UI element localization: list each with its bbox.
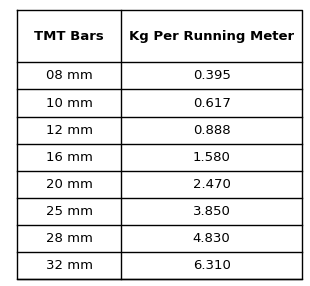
- Text: 0.395: 0.395: [193, 69, 231, 82]
- Text: 4.830: 4.830: [193, 232, 231, 245]
- Text: 08 mm: 08 mm: [46, 69, 92, 82]
- Text: 1.580: 1.580: [193, 151, 231, 164]
- Text: 3.850: 3.850: [193, 205, 231, 218]
- Text: 10 mm: 10 mm: [46, 96, 93, 110]
- Text: 2.470: 2.470: [193, 178, 231, 191]
- Text: 0.617: 0.617: [193, 96, 231, 110]
- Text: 32 mm: 32 mm: [46, 259, 93, 272]
- Text: 0.888: 0.888: [193, 124, 231, 136]
- Text: Kg Per Running Meter: Kg Per Running Meter: [129, 30, 294, 43]
- Text: 20 mm: 20 mm: [46, 178, 93, 191]
- Text: TMT Bars: TMT Bars: [34, 30, 104, 43]
- Text: 28 mm: 28 mm: [46, 232, 93, 245]
- Text: 12 mm: 12 mm: [46, 124, 93, 136]
- Text: 25 mm: 25 mm: [46, 205, 93, 218]
- Text: 6.310: 6.310: [193, 259, 231, 272]
- Text: 16 mm: 16 mm: [46, 151, 93, 164]
